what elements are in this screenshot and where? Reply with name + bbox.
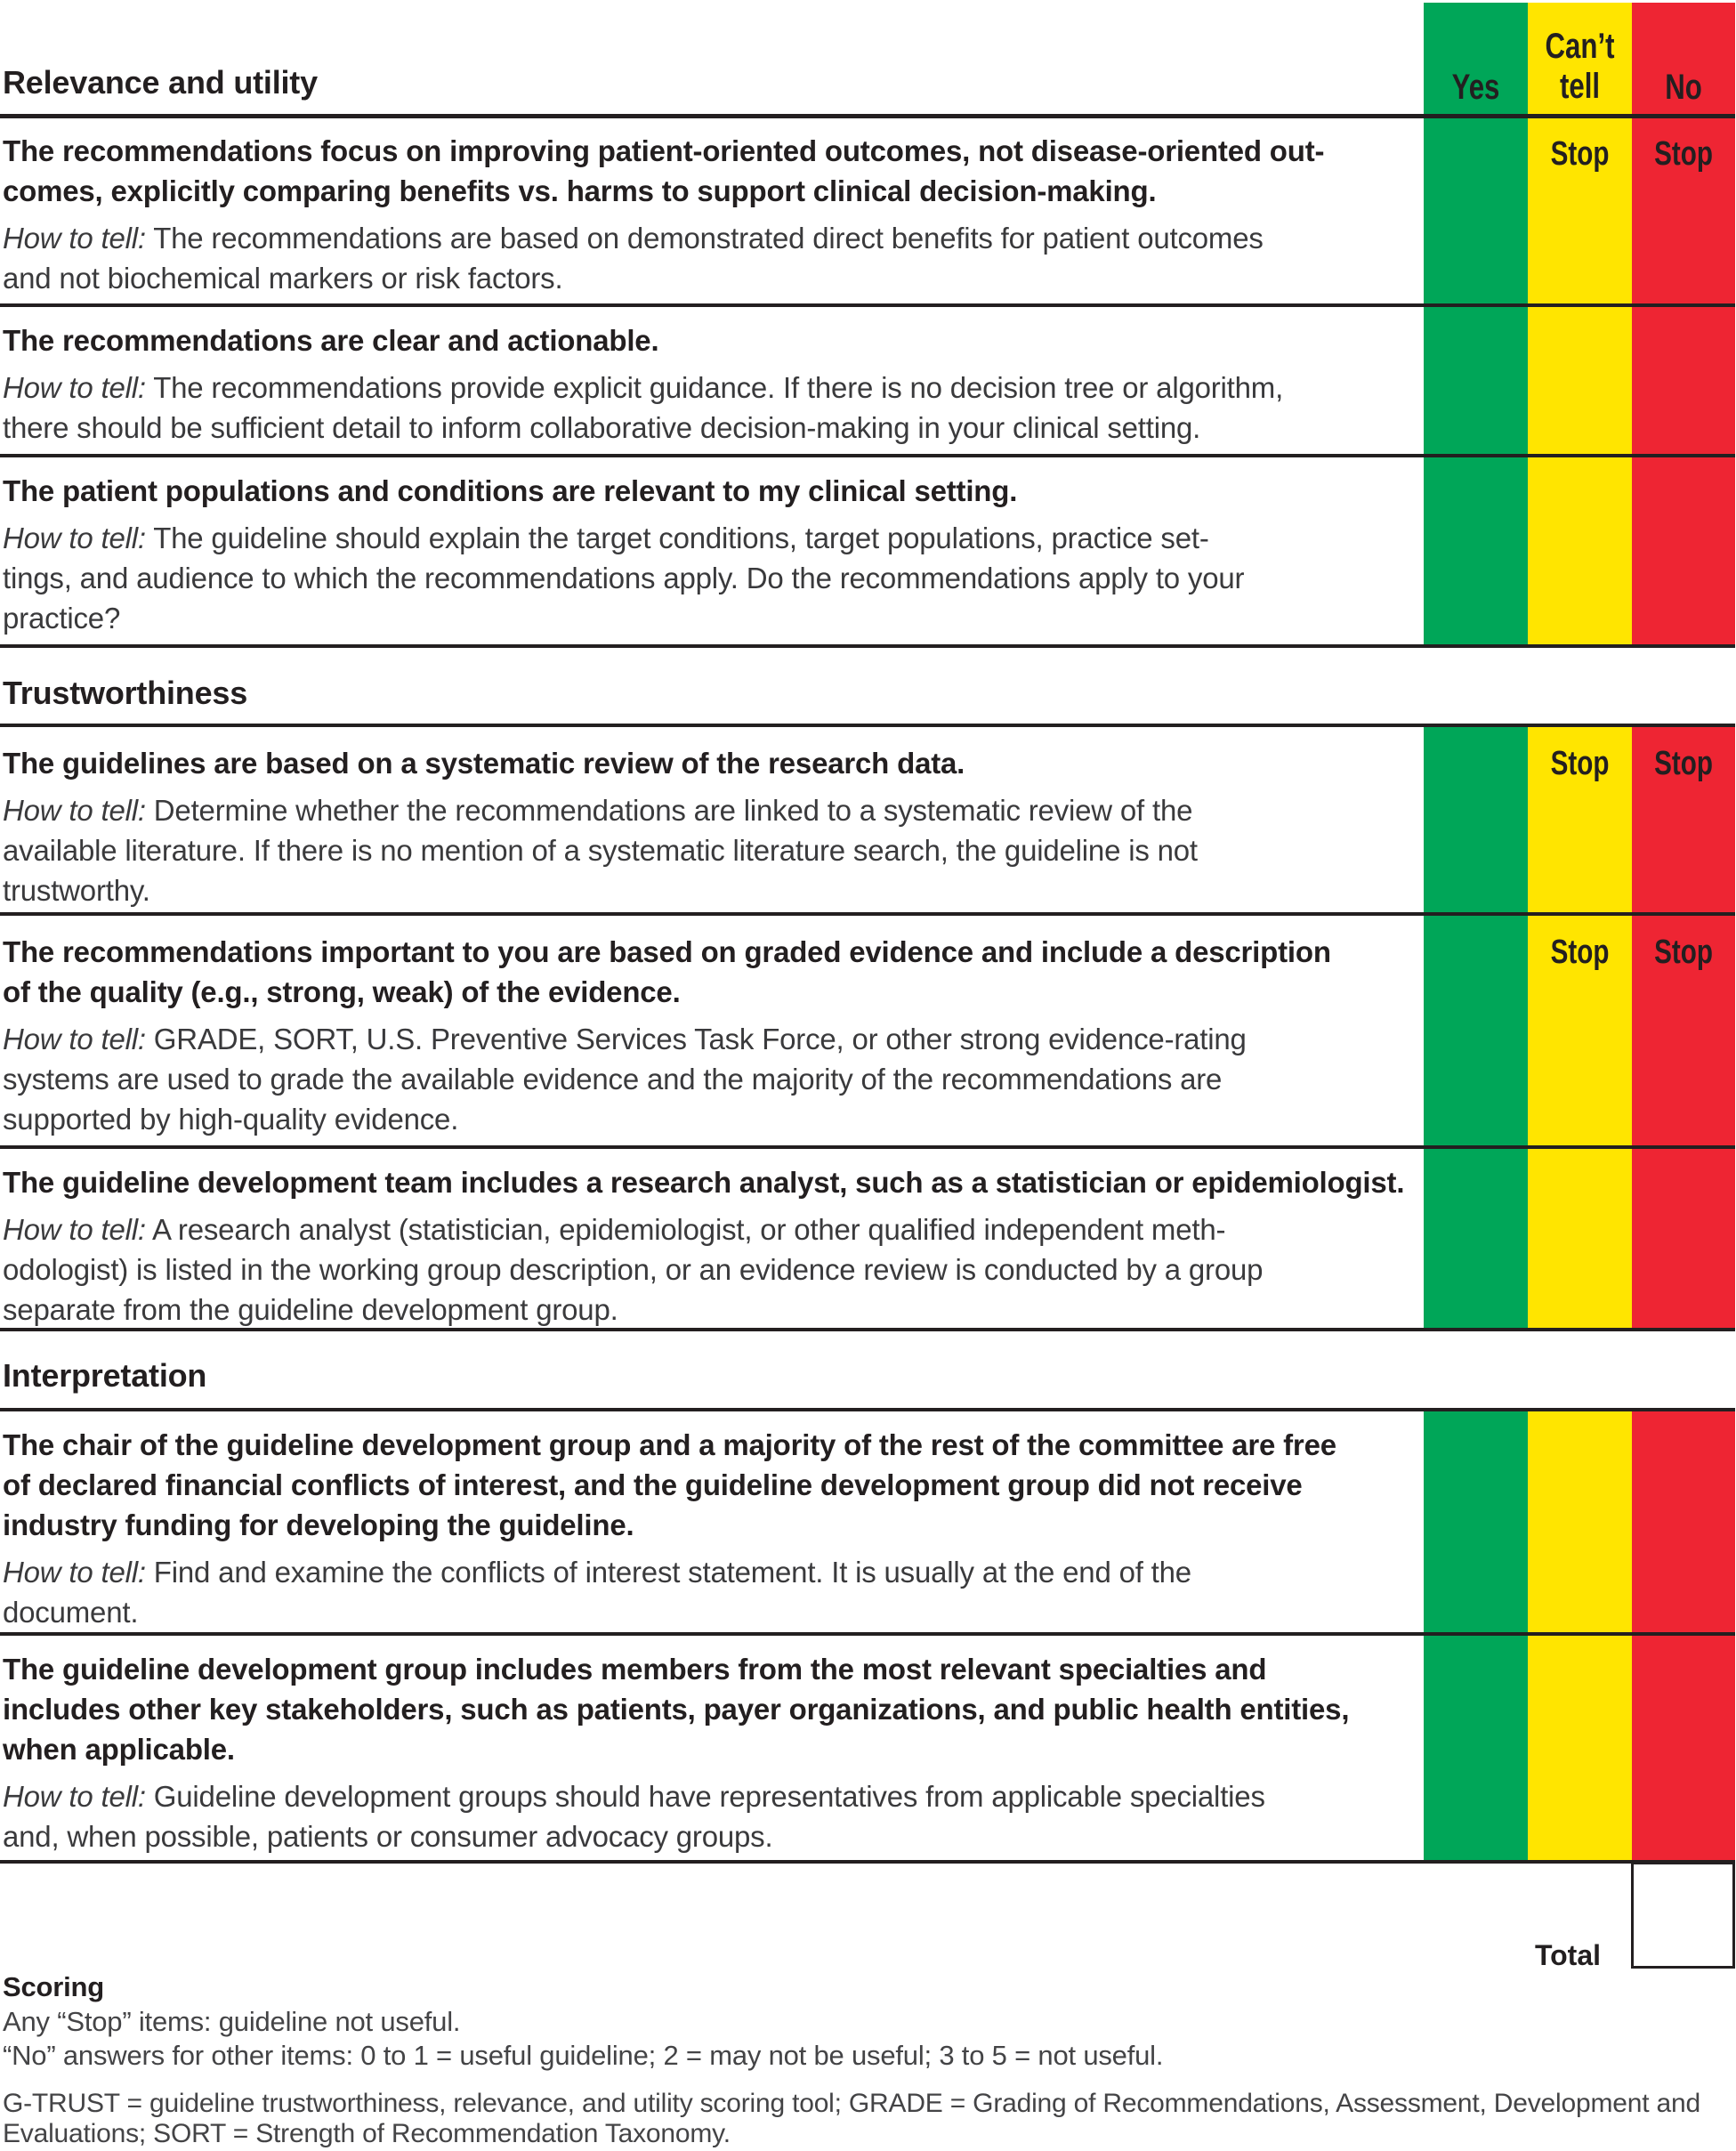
row7-cell-yes[interactable] xyxy=(1424,1411,1528,1632)
row4-cell-yes[interactable] xyxy=(1424,727,1528,912)
row1-cell-no[interactable] xyxy=(1632,118,1735,303)
rule-header-bottom xyxy=(0,114,1735,118)
rule-row7-bottom xyxy=(0,1632,1735,1636)
footnote: G-TRUST = guideline trustworthiness, rel… xyxy=(3,2089,1700,2148)
row2-text: The recommendations are clear and action… xyxy=(3,320,1424,448)
row4-stop-cant-tell: Stop xyxy=(1550,745,1610,782)
row7-text: The chair of the guideline development g… xyxy=(3,1425,1424,1632)
row1-statement: The recommendations focus on improving p… xyxy=(3,134,1325,207)
row2-cell-yes[interactable] xyxy=(1424,307,1528,454)
rule-row6-bottom xyxy=(0,1328,1735,1331)
row7-statement: The chair of the guideline development g… xyxy=(3,1428,1336,1541)
row1-cell-cant-tell[interactable] xyxy=(1528,118,1632,303)
row1-how-to-tell: How to tell: The recommendations are bas… xyxy=(3,218,1424,298)
row4-statement: The guidelines are based on a systematic… xyxy=(3,747,965,780)
header-cell-yes xyxy=(1424,3,1528,114)
row5-cell-yes[interactable] xyxy=(1424,916,1528,1145)
row5-stop-no: Stop xyxy=(1654,934,1713,971)
rule-row3-bottom xyxy=(0,644,1735,648)
row6-cell-cant-tell[interactable] xyxy=(1528,1149,1632,1328)
row1-text: The recommendations focus on improving p… xyxy=(3,131,1424,298)
row7-how-text: Find and examine the conflicts of intere… xyxy=(3,1556,1191,1629)
row2-how-to-tell: How to tell: The recommendations provide… xyxy=(3,368,1424,448)
row6-how-text: A research analyst (statistician, epidem… xyxy=(3,1213,1264,1326)
row1-how-text: The recommendations are based on demonst… xyxy=(3,222,1264,295)
row8-how-to-tell: How to tell: Guideline development group… xyxy=(3,1776,1424,1856)
row5-how-to-tell: How to tell: GRADE, SORT, U.S. Preventiv… xyxy=(3,1019,1424,1139)
row3-cell-no[interactable] xyxy=(1632,457,1735,644)
row5-text: The recommendations important to you are… xyxy=(3,932,1424,1139)
row1-stop-cant-tell: Stop xyxy=(1550,135,1610,173)
row8-how-prefix: How to tell: xyxy=(3,1780,146,1813)
section-title-relevance-utility: Relevance and utility xyxy=(3,64,318,101)
row6-how-prefix: How to tell: xyxy=(3,1213,146,1246)
row5-statement: The recommendations important to you are… xyxy=(3,935,1331,1008)
row7-how-prefix: How to tell: xyxy=(3,1556,146,1589)
row3-how-to-tell: How to tell: The guideline should explai… xyxy=(3,518,1424,638)
row4-how-prefix: How to tell: xyxy=(3,794,146,827)
row4-cell-no[interactable] xyxy=(1632,727,1735,912)
scoring-title: Scoring xyxy=(3,1971,105,2002)
rule-row8-bottom xyxy=(0,1860,1735,1864)
row7-how-to-tell: How to tell: Find and examine the confli… xyxy=(3,1552,1424,1632)
row8-text: The guideline development group includes… xyxy=(3,1649,1424,1856)
rule-row4-top xyxy=(0,724,1735,727)
row8-cell-yes[interactable] xyxy=(1424,1636,1528,1860)
row6-cell-yes[interactable] xyxy=(1424,1149,1528,1328)
row6-how-to-tell: How to tell: A research analyst (statist… xyxy=(3,1209,1424,1330)
total-label: Total xyxy=(1534,1939,1601,1971)
row3-cell-cant-tell[interactable] xyxy=(1528,457,1632,644)
row2-cell-no[interactable] xyxy=(1632,307,1735,454)
rule-row7-top xyxy=(0,1408,1735,1411)
row6-cell-no[interactable] xyxy=(1632,1149,1735,1328)
column-header-no: No xyxy=(1665,68,1702,107)
column-header-cant-tell: Can’t tell xyxy=(1545,27,1615,106)
rule-row5-bottom xyxy=(0,1145,1735,1149)
row3-cell-yes[interactable] xyxy=(1424,457,1528,644)
section-title-trustworthiness: Trustworthiness xyxy=(3,675,248,711)
row1-stop-no: Stop xyxy=(1654,135,1713,173)
rule-row1-bottom xyxy=(0,303,1735,307)
row5-cell-no[interactable] xyxy=(1632,916,1735,1145)
row5-cell-cant-tell[interactable] xyxy=(1528,916,1632,1145)
row1-cell-yes[interactable] xyxy=(1424,118,1528,303)
row4-how-text: Determine whether the recommendations ar… xyxy=(3,794,1198,907)
row7-cell-cant-tell[interactable] xyxy=(1528,1411,1632,1632)
row7-cell-no[interactable] xyxy=(1632,1411,1735,1632)
row2-how-text: The recommendations provide explicit gui… xyxy=(3,371,1284,444)
section-title-interpretation: Interpretation xyxy=(3,1357,207,1394)
header-cell-cant-tell xyxy=(1528,3,1632,114)
row4-how-to-tell: How to tell: Determine whether the recom… xyxy=(3,790,1424,910)
header-cell-no xyxy=(1632,3,1735,114)
row8-cell-no[interactable] xyxy=(1632,1636,1735,1860)
row5-how-prefix: How to tell: xyxy=(3,1023,146,1055)
row4-stop-no: Stop xyxy=(1654,745,1713,782)
total-score-box[interactable] xyxy=(1631,1862,1735,1969)
rule-row4-bottom xyxy=(0,912,1735,916)
row3-how-text: The guideline should explain the target … xyxy=(3,522,1245,635)
column-header-yes: Yes xyxy=(1451,68,1500,107)
row1-how-prefix: How to tell: xyxy=(3,222,146,255)
row3-statement: The patient populations and conditions a… xyxy=(3,474,1018,507)
row6-statement: The guideline development team includes … xyxy=(3,1166,1405,1199)
row2-how-prefix: How to tell: xyxy=(3,371,146,404)
row5-how-text: GRADE, SORT, U.S. Preventive Services Ta… xyxy=(3,1023,1247,1136)
rule-row2-bottom xyxy=(0,454,1735,457)
row2-statement: The recommendations are clear and action… xyxy=(3,324,659,357)
row3-text: The patient populations and conditions a… xyxy=(3,471,1424,638)
scoring-lines: Any “Stop” items: guideline not useful. … xyxy=(3,2005,1164,2072)
row8-cell-cant-tell[interactable] xyxy=(1528,1636,1632,1860)
scoring-block: Scoring Any “Stop” items: guideline not … xyxy=(3,1970,1733,2074)
row8-how-text: Guideline development groups should have… xyxy=(3,1780,1265,1853)
row5-stop-cant-tell: Stop xyxy=(1550,934,1610,971)
row6-text: The guideline development team includes … xyxy=(3,1162,1424,1330)
row3-how-prefix: How to tell: xyxy=(3,522,146,554)
row8-statement: The guideline development group includes… xyxy=(3,1653,1350,1766)
row4-cell-cant-tell[interactable] xyxy=(1528,727,1632,912)
row2-cell-cant-tell[interactable] xyxy=(1528,307,1632,454)
row4-text: The guidelines are based on a systematic… xyxy=(3,743,1424,910)
